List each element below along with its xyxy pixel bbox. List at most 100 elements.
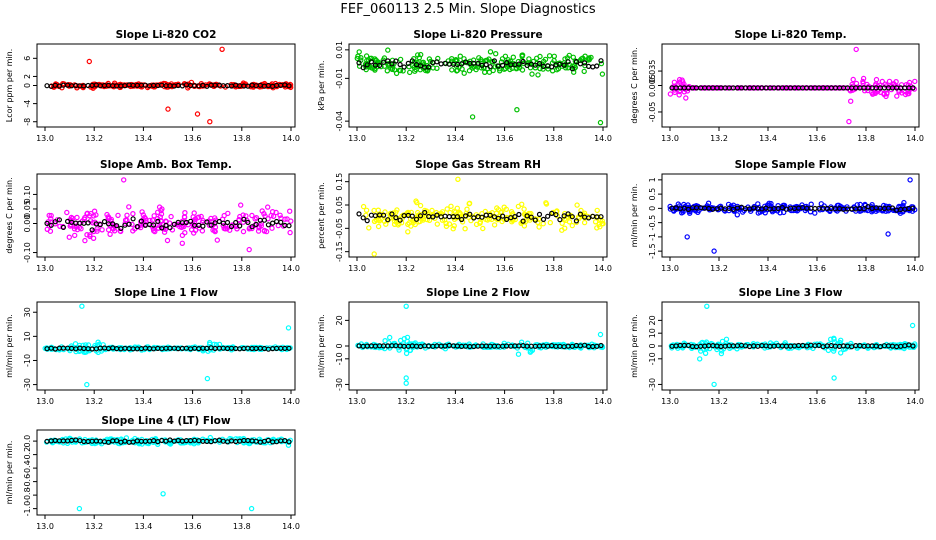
- data-point: [152, 228, 158, 235]
- y-tick-label: -30: [335, 378, 344, 391]
- y-tick-label: -10: [23, 354, 32, 367]
- data-point: [510, 54, 516, 60]
- data-point: [112, 345, 118, 351]
- data-point: [546, 343, 553, 349]
- x-tick-label: 14.0: [906, 397, 924, 406]
- data-point: [269, 225, 275, 231]
- reference-point: [52, 219, 58, 225]
- data-point: [850, 76, 856, 83]
- x-tick-label: 13.2: [710, 264, 728, 273]
- data-point: [680, 79, 686, 85]
- y-axis-label: ml/min per min.: [5, 314, 14, 378]
- outlier-point: [246, 246, 252, 253]
- data-point: [906, 87, 912, 94]
- data-point: [240, 228, 247, 235]
- y-tick-label: -1.5: [648, 243, 657, 259]
- outlier-point: [853, 46, 859, 53]
- reference-point: [163, 222, 169, 228]
- x-tick-label: 13.0: [348, 397, 366, 406]
- panel-10: Slope Line 4 (LT) Flow 13.0 13.2 13.4 13.6 13…: [5, 415, 300, 531]
- data-point: [360, 203, 367, 210]
- data-point: [547, 219, 554, 226]
- reference-point: [557, 217, 563, 223]
- reference-point: [64, 218, 71, 224]
- reference-point: [500, 62, 506, 68]
- data-point: [91, 82, 97, 89]
- x-tick-label: 13.8: [233, 264, 251, 273]
- reference-point: [520, 58, 526, 65]
- reference-point: [138, 218, 144, 224]
- reference-point: [585, 63, 592, 70]
- data-point: [697, 356, 703, 362]
- reference-point: [228, 223, 235, 230]
- y-tick-label: -1: [648, 233, 657, 241]
- data-point: [894, 93, 900, 99]
- y-axis-label: percent per min.: [317, 182, 326, 249]
- reference-point: [405, 60, 411, 67]
- data-point: [561, 216, 568, 222]
- reference-point: [598, 58, 604, 64]
- data-point: [89, 440, 95, 447]
- data-point: [912, 78, 918, 85]
- data-point: [853, 208, 859, 214]
- x-tick-label: 13.6: [808, 264, 826, 273]
- data-point: [94, 226, 100, 232]
- reference-point: [364, 62, 370, 68]
- data-point: [72, 341, 79, 347]
- reference-point: [101, 219, 108, 225]
- outlier-point: [711, 381, 717, 388]
- y-tick-label: 0.0: [23, 435, 32, 448]
- x-tick-label: 13.8: [545, 397, 563, 406]
- reference-point: [360, 215, 366, 221]
- x-tick-label: 13.4: [446, 264, 464, 273]
- reference-point: [573, 218, 580, 224]
- data-point: [482, 69, 488, 76]
- outlier-point: [120, 177, 127, 183]
- reference-point: [385, 58, 391, 64]
- reference-point: [434, 59, 440, 65]
- reference-point: [685, 85, 692, 91]
- data-point: [451, 223, 457, 229]
- data-point: [387, 334, 393, 341]
- data-point: [363, 53, 370, 59]
- reference-point: [783, 206, 790, 212]
- reference-point: [910, 343, 916, 349]
- reference-point: [265, 222, 271, 228]
- x-tick-label: 14.0: [282, 264, 300, 273]
- data-point: [48, 212, 54, 219]
- data-point: [893, 78, 899, 85]
- data-point: [762, 210, 768, 216]
- reference-point: [861, 206, 867, 212]
- x-tick-label: 14.0: [594, 134, 612, 143]
- reference-point: [417, 63, 424, 69]
- data-point: [901, 345, 907, 352]
- y-tick-label: 10: [23, 331, 32, 341]
- reference-point: [286, 83, 292, 89]
- data-point: [71, 226, 78, 232]
- y-axis-label: ml/min per min.: [630, 184, 639, 248]
- data-point: [719, 338, 726, 345]
- outlier-point: [79, 303, 85, 309]
- data-point: [214, 237, 220, 243]
- data-point: [722, 208, 728, 214]
- data-point: [551, 53, 558, 60]
- reference-point: [188, 218, 194, 224]
- panel-4: Slope Amb. Box Temp. 13.0 13.2 13.4 13.6 13.8…: [5, 159, 300, 273]
- outlier-point: [248, 505, 255, 512]
- data-point: [873, 208, 879, 214]
- reference-point: [581, 60, 588, 66]
- x-tick-label: 13.4: [759, 134, 777, 143]
- y-tick-label: -1.0: [23, 501, 32, 517]
- data-point: [363, 207, 370, 213]
- reference-point: [569, 214, 575, 220]
- data-point: [508, 208, 515, 215]
- outlier-point: [76, 505, 83, 512]
- data-point: [477, 220, 483, 226]
- reference-point: [561, 213, 567, 219]
- data-point: [831, 336, 837, 342]
- data-point: [536, 224, 542, 230]
- data-point: [220, 222, 226, 229]
- reference-point: [134, 224, 140, 230]
- data-point: [158, 211, 165, 217]
- reference-point: [545, 63, 551, 69]
